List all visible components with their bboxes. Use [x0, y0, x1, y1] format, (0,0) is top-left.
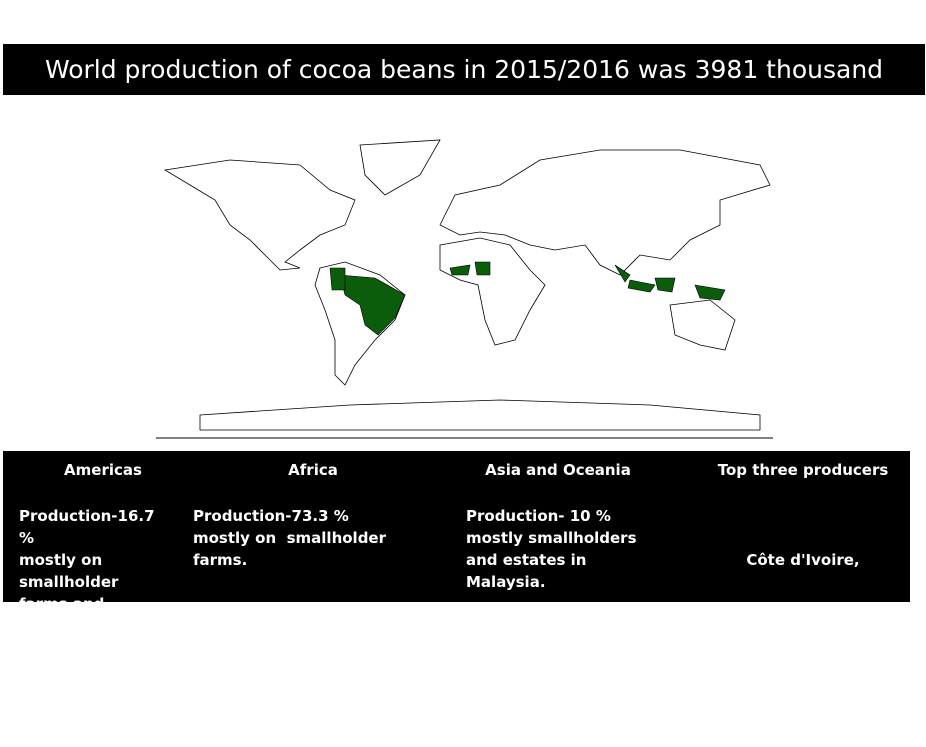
- region-body: Production-16.7 % mostly on smallholder f…: [19, 505, 169, 637]
- info-panel: Americas Production-16.7 % mostly on smal…: [3, 451, 910, 701]
- region-heading: Americas: [64, 461, 142, 479]
- note: mostly smallholders and estates in Malay…: [466, 529, 642, 591]
- production: Production-73.3 %: [193, 507, 349, 525]
- world-map: [156, 139, 773, 439]
- region-body: Production-73.3 % mostly on smallholder f…: [193, 505, 443, 571]
- production: Production-16.7 %: [19, 507, 160, 547]
- producer: Ghana,: [773, 617, 833, 635]
- region-heading: Africa: [288, 461, 338, 479]
- top-heading: Top three producers: [717, 461, 889, 479]
- region-body: Production- 10 % mostly smallholders and …: [466, 505, 666, 593]
- title-bar: World production of cocoa beans in 2015/…: [3, 44, 925, 135]
- top-list: Côte d'Ivoire, Ghana, Indonesia: [713, 505, 893, 747]
- land: [163, 139, 771, 431]
- producer: Côte d'Ivoire,: [746, 551, 860, 569]
- note: mostly on smallholder farms.: [193, 529, 392, 569]
- production: Production- 10 %: [466, 507, 611, 525]
- note: mostly on smallholder farms and estates.: [19, 551, 124, 635]
- region-heading: Asia and Oceania: [485, 461, 631, 479]
- page: World production of cocoa beans in 2015/…: [3, 44, 925, 701]
- producer-countries: [329, 261, 726, 336]
- producer: Indonesia: [761, 683, 845, 701]
